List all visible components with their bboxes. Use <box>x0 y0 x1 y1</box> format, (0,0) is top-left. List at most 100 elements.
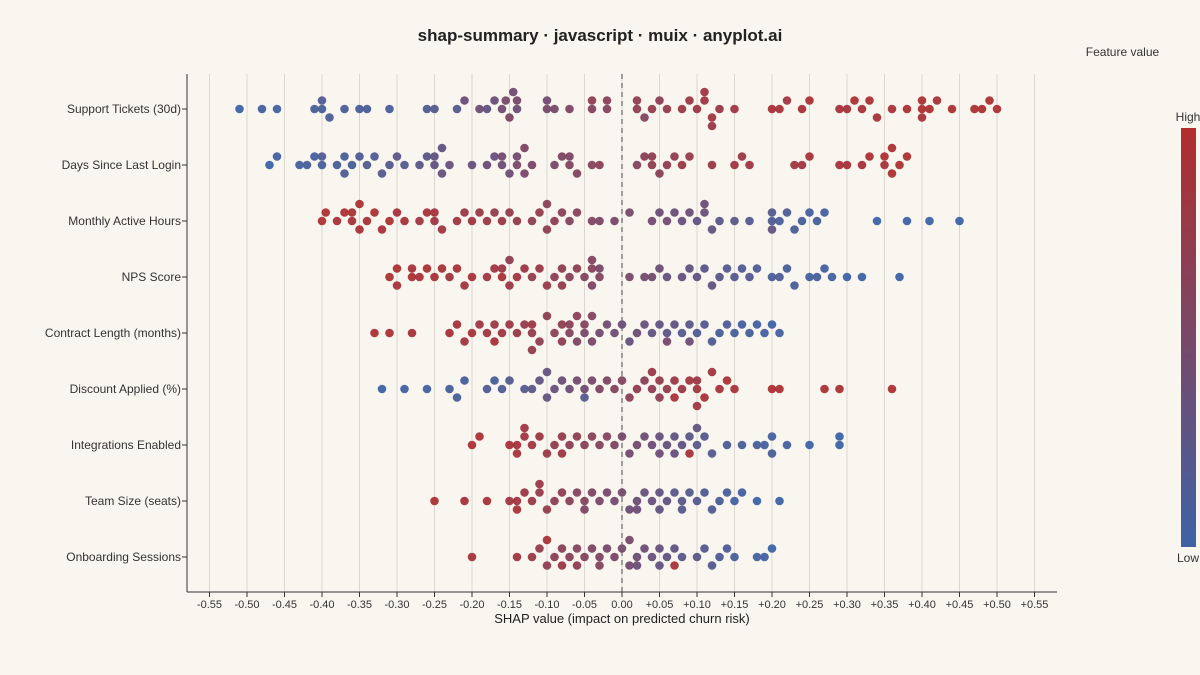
shap-point <box>542 311 552 321</box>
shap-point <box>707 367 717 377</box>
shap-point <box>497 104 507 114</box>
shap-point <box>722 320 732 329</box>
shap-point <box>482 216 492 226</box>
shap-point <box>460 281 469 290</box>
shap-point <box>670 432 679 441</box>
shap-point <box>662 440 672 450</box>
shap-point <box>767 272 777 282</box>
shap-point <box>647 552 657 562</box>
shap-point <box>317 216 327 226</box>
shap-point <box>482 384 492 394</box>
shap-point <box>587 255 597 265</box>
shap-point <box>737 264 747 273</box>
shap-point <box>527 496 537 506</box>
shap-point <box>767 384 777 394</box>
shap-point <box>467 272 477 282</box>
shap-point <box>587 488 597 497</box>
shap-point <box>437 169 447 178</box>
shap-point <box>407 328 417 338</box>
shap-point <box>670 152 679 161</box>
shap-point <box>430 160 439 170</box>
shap-point <box>370 208 379 217</box>
shap-point <box>490 320 499 329</box>
shap-point <box>752 552 762 562</box>
shap-point <box>730 552 739 562</box>
shap-point <box>550 328 559 338</box>
shap-point <box>655 96 664 105</box>
shap-point <box>572 208 582 217</box>
shap-point <box>977 104 987 114</box>
shap-point <box>415 216 424 226</box>
shap-point <box>595 552 604 562</box>
shap-point <box>437 143 447 153</box>
shap-point <box>775 216 784 226</box>
shap-point <box>580 384 589 394</box>
shap-point <box>805 96 814 105</box>
shap-point <box>677 104 687 114</box>
x-tick-label: -0.20 <box>459 599 484 611</box>
shap-point <box>767 449 777 458</box>
shap-point <box>272 104 282 114</box>
shap-point <box>902 152 912 161</box>
x-tick-label: +0.45 <box>946 599 974 611</box>
shap-point <box>752 496 762 506</box>
shap-point <box>745 272 754 282</box>
shap-point <box>707 225 717 234</box>
shap-point <box>587 104 597 114</box>
shap-point <box>321 208 331 217</box>
shap-point <box>632 160 642 170</box>
shap-point <box>625 561 634 570</box>
shap-point <box>782 440 792 450</box>
shap-point <box>947 104 957 114</box>
shap-point <box>632 104 642 114</box>
shap-point <box>355 199 364 209</box>
shap-point <box>505 496 514 506</box>
shap-point <box>775 496 784 506</box>
shap-point <box>490 152 499 161</box>
shap-point <box>647 272 657 282</box>
shap-point <box>677 496 687 506</box>
shap-point <box>512 216 522 226</box>
shap-point <box>340 169 349 178</box>
shap-point <box>400 216 409 226</box>
shap-point <box>670 376 679 385</box>
shap-point <box>985 96 994 105</box>
shap-point <box>655 393 664 402</box>
shap-point <box>595 496 604 506</box>
shap-point <box>677 272 687 282</box>
shap-point <box>452 216 462 226</box>
shap-point <box>362 160 372 170</box>
shap-point <box>460 376 469 385</box>
shap-point <box>310 152 319 161</box>
shap-point <box>737 320 747 329</box>
shap-point <box>362 104 372 114</box>
shap-point <box>722 488 732 497</box>
shap-point <box>647 440 657 450</box>
shap-point <box>707 505 717 514</box>
shap-point <box>827 272 837 282</box>
shap-point <box>677 440 687 450</box>
shap-point <box>640 320 649 329</box>
x-tick-label: +0.20 <box>758 599 786 611</box>
shap-point <box>565 104 574 114</box>
shap-point <box>452 320 462 329</box>
shap-point <box>625 449 634 458</box>
shap-point <box>565 320 574 329</box>
shap-point <box>880 160 889 170</box>
shap-point <box>587 376 597 385</box>
shap-point <box>602 544 612 553</box>
shap-point <box>662 384 672 394</box>
x-tick-label: -0.10 <box>534 599 559 611</box>
shap-point <box>482 272 492 282</box>
shap-point <box>422 264 432 273</box>
feature-label: Support Tickets (30d) <box>67 102 181 116</box>
shap-point <box>707 281 717 290</box>
shap-point <box>842 160 852 170</box>
legend-low-label: Low <box>1176 551 1199 565</box>
x-tick-label: +0.25 <box>796 599 824 611</box>
shap-point <box>557 320 567 329</box>
shap-point <box>595 264 604 273</box>
shap-point <box>595 328 604 338</box>
shap-point <box>767 225 777 234</box>
shap-point <box>700 544 709 553</box>
